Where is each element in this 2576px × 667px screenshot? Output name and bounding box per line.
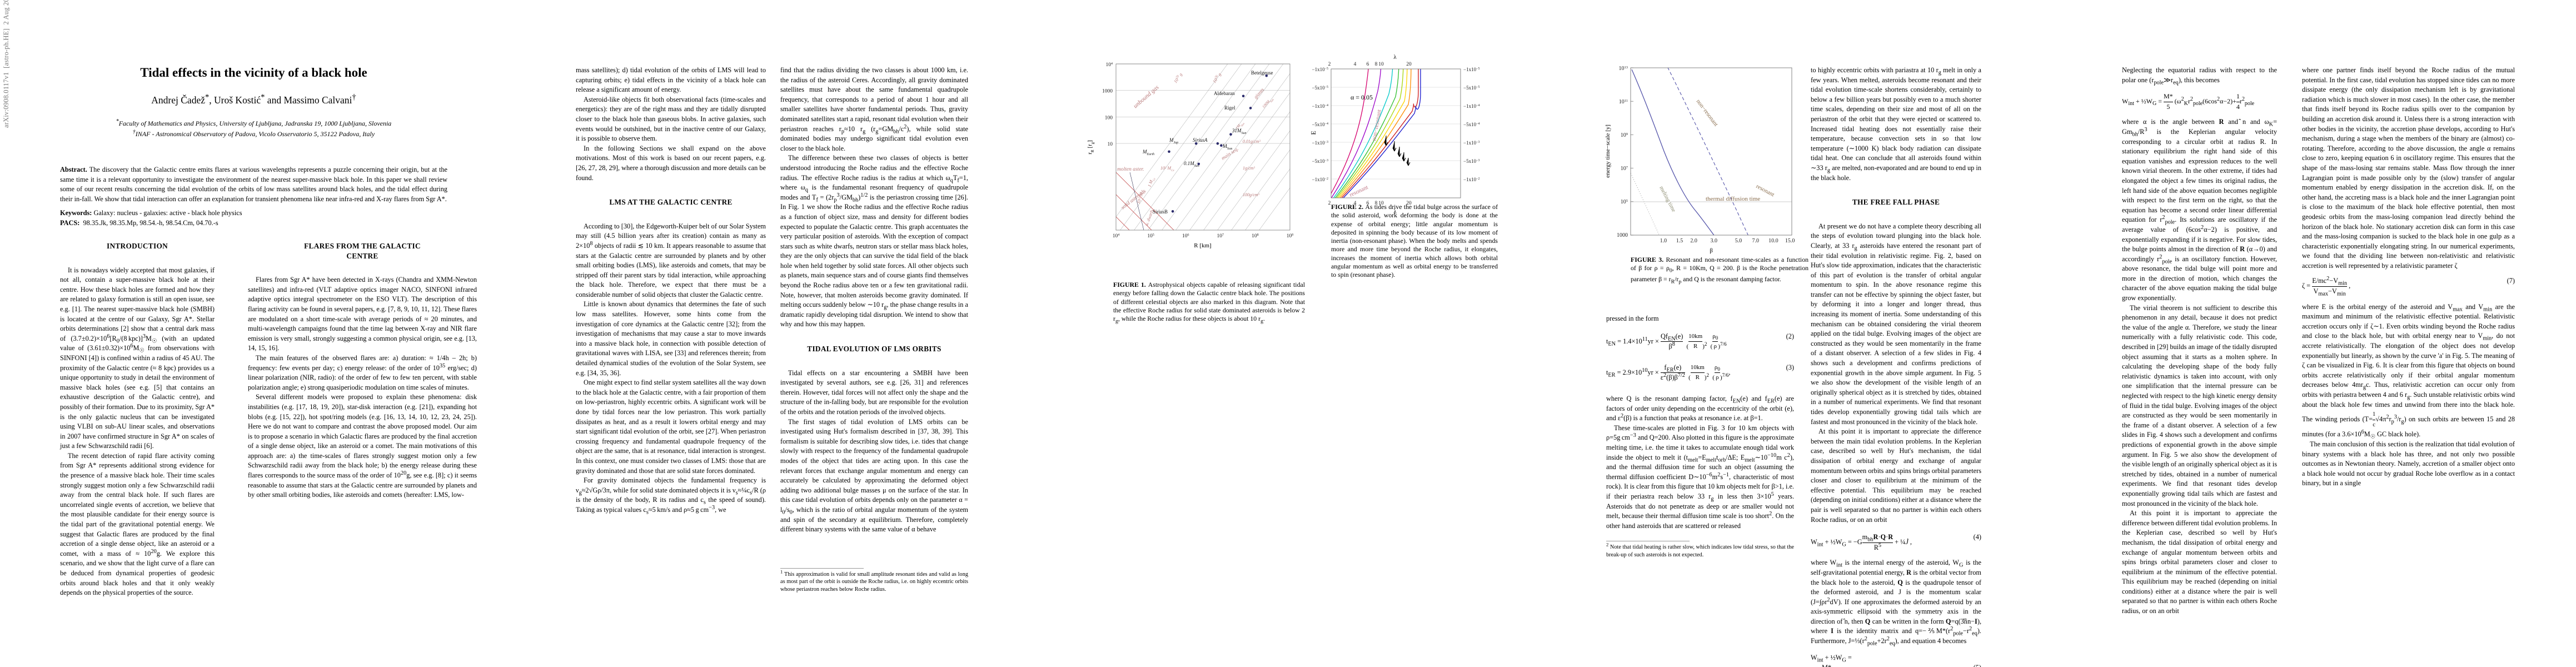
svg-text:−1x10−2: −1x10−2 bbox=[1463, 177, 1479, 182]
svg-text:105: 105 bbox=[1621, 199, 1628, 206]
svg-text:melting time: melting time bbox=[1658, 185, 1677, 213]
svg-text:−5x10−4: −5x10−4 bbox=[1463, 122, 1479, 127]
svg-text:108: 108 bbox=[1252, 233, 1259, 239]
svg-text:−5x10−4: −5x10−4 bbox=[1312, 122, 1328, 127]
svg-text:7.0: 7.0 bbox=[1752, 238, 1760, 244]
svg-text:6: 6 bbox=[1367, 62, 1369, 67]
svg-text:thermal diffusion time: thermal diffusion time bbox=[1706, 196, 1760, 202]
svg-text:1013: 1013 bbox=[1619, 66, 1628, 72]
svg-text:0.01g/cm3: 0.01g/cm3 bbox=[1243, 139, 1261, 144]
svg-text:R [km]: R [km] bbox=[1194, 242, 1211, 249]
svg-text:106: 106 bbox=[1182, 233, 1189, 239]
svg-text:Betelgeuse: Betelgeuse bbox=[1251, 70, 1273, 76]
svg-text:1000: 1000 bbox=[1102, 89, 1113, 94]
svg-text:2.0: 2.0 bbox=[1690, 238, 1697, 244]
svg-text:SiriusA: SiriusA bbox=[1193, 137, 1208, 143]
svg-text:2: 2 bbox=[1328, 201, 1331, 206]
svg-text:1g/cm3: 1g/cm3 bbox=[1243, 166, 1255, 171]
svg-text:104: 104 bbox=[1113, 233, 1120, 239]
svg-text:1000: 1000 bbox=[1617, 232, 1628, 238]
svg-text:10: 10 bbox=[1378, 62, 1384, 67]
svg-text:−1x10−5: −1x10−5 bbox=[1463, 67, 1479, 72]
svg-text:−1x10−4: −1x10−4 bbox=[1463, 103, 1479, 109]
svg-text:1 MCe: 1 MCe bbox=[1147, 176, 1156, 188]
svg-text:100MSun: 100MSun bbox=[1262, 96, 1275, 110]
svg-text:E: E bbox=[1309, 131, 1317, 135]
svg-text:Rigel: Rigel bbox=[1224, 105, 1235, 111]
svg-text:MSun: MSun bbox=[1223, 143, 1232, 151]
svg-text:10: 10 bbox=[1108, 142, 1113, 147]
svg-text:1.0: 1.0 bbox=[1660, 238, 1667, 244]
svg-text:−5x10−5: −5x10−5 bbox=[1312, 85, 1328, 91]
svg-text:8: 8 bbox=[1375, 62, 1378, 67]
svg-text:rR [rg]: rR [rg] bbox=[1087, 140, 1095, 155]
svg-text:107: 107 bbox=[1217, 233, 1224, 239]
svg-text:−5x10−3: −5x10−3 bbox=[1463, 158, 1479, 164]
svg-text:1026 g: 1026 g bbox=[1212, 72, 1222, 84]
svg-text:Aldebaran: Aldebaran bbox=[1214, 91, 1235, 96]
svg-text:109: 109 bbox=[1287, 233, 1294, 239]
svg-text:4: 4 bbox=[1354, 62, 1357, 67]
svg-text:1020 g: 1020 g bbox=[1173, 72, 1183, 84]
svg-text:105: 105 bbox=[1147, 233, 1154, 239]
svg-text:MEarth: MEarth bbox=[1142, 149, 1154, 156]
svg-text:giants: giants bbox=[1253, 87, 1265, 99]
svg-text:0.1MSun: 0.1MSun bbox=[1184, 161, 1199, 168]
svg-text:102 MCe: 102 MCe bbox=[1160, 166, 1175, 172]
svg-text:SiriusB: SiriusB bbox=[1153, 209, 1168, 215]
svg-text:3.0: 3.0 bbox=[1710, 238, 1717, 244]
svg-text:2: 2 bbox=[1328, 62, 1331, 67]
svg-text:−5x10−5: −5x10−5 bbox=[1463, 85, 1479, 91]
svg-text:109: 109 bbox=[1621, 132, 1628, 139]
svg-text:λ: λ bbox=[1393, 54, 1397, 61]
svg-text:α = 0.05: α = 0.05 bbox=[1351, 93, 1373, 101]
svg-text:non−resonant: non−resonant bbox=[1695, 98, 1719, 127]
svg-text:β: β bbox=[1710, 247, 1713, 254]
svg-text:non−resonant: non−resonant bbox=[1371, 109, 1383, 141]
svg-text:−1x10−2: −1x10−2 bbox=[1312, 177, 1328, 182]
svg-text:31MSun: 31MSun bbox=[1232, 128, 1247, 135]
svg-text:100: 100 bbox=[1105, 115, 1113, 121]
svg-text:1011: 1011 bbox=[1619, 99, 1628, 106]
svg-text:−1x10−3: −1x10−3 bbox=[1312, 140, 1328, 146]
svg-text:solid asteroids: solid asteroids bbox=[1120, 188, 1147, 210]
svg-text:104: 104 bbox=[1106, 62, 1113, 68]
svg-text:20: 20 bbox=[1406, 62, 1412, 67]
svg-text:5.0: 5.0 bbox=[1735, 238, 1742, 244]
svg-text:−1x10−4: −1x10−4 bbox=[1312, 103, 1328, 109]
svg-text:107: 107 bbox=[1621, 166, 1628, 172]
svg-text:100g/cm3: 100g/cm3 bbox=[1243, 192, 1260, 197]
svg-text:−1x10−3: −1x10−3 bbox=[1463, 140, 1479, 146]
svg-text:10.0: 10.0 bbox=[1768, 238, 1778, 244]
svg-text:−5x10−3: −5x10−3 bbox=[1312, 158, 1328, 164]
svg-text:−1x10−5: −1x10−5 bbox=[1312, 67, 1328, 72]
svg-text:molten aster.: molten aster. bbox=[1117, 167, 1144, 172]
svg-text:energy time−scale [y]: energy time−scale [y] bbox=[1605, 125, 1611, 178]
svg-text:1.5: 1.5 bbox=[1676, 238, 1683, 244]
svg-text:unbound gas: unbound gas bbox=[1132, 84, 1160, 109]
svg-text:15.0: 15.0 bbox=[1785, 238, 1795, 244]
